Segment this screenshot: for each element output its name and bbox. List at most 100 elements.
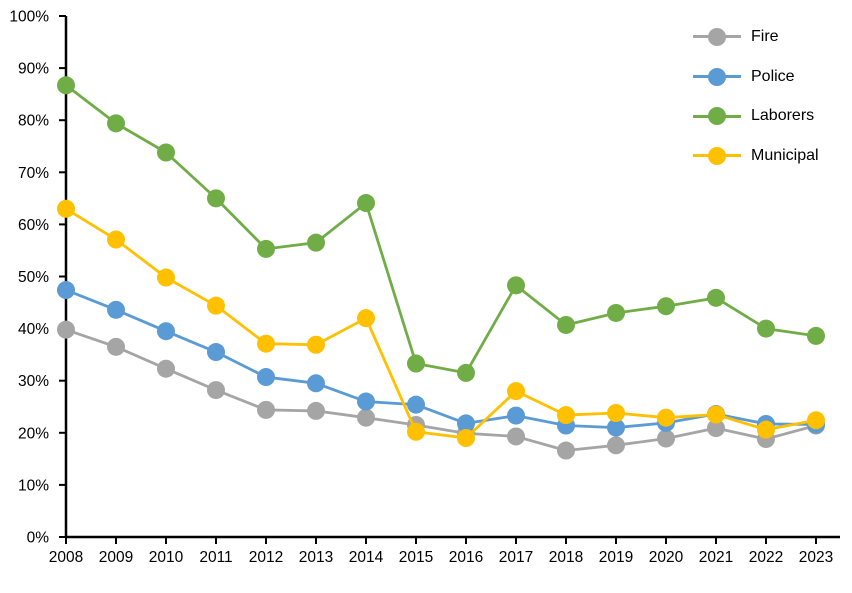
data-point-police-2014 <box>357 392 375 411</box>
x-axis-tick-label: 2021 <box>699 549 733 566</box>
x-axis-tick-label: 2018 <box>549 549 583 566</box>
data-point-municipal-2011 <box>207 296 225 315</box>
data-point-fire-2009 <box>107 337 125 356</box>
data-point-fire-2011 <box>207 381 225 400</box>
series-line-laborers <box>65 84 817 375</box>
x-axis-tick-label: 2013 <box>299 549 333 566</box>
legend-line-icon <box>693 146 741 165</box>
x-axis-tick-label: 2014 <box>349 549 384 566</box>
data-point-police-2017 <box>507 406 525 425</box>
data-point-fire-2014 <box>357 408 375 427</box>
legend-dot-icon <box>708 146 726 165</box>
data-point-municipal-2009 <box>107 230 125 249</box>
data-point-fire-2018 <box>557 441 575 460</box>
data-point-municipal-2015 <box>407 422 425 441</box>
legend-line-icon <box>693 27 741 46</box>
data-point-municipal-2022 <box>757 420 775 439</box>
x-axis-tick-label: 2012 <box>249 549 283 566</box>
legend-line-icon <box>693 107 741 126</box>
x-axis-tick-label: 2009 <box>99 549 133 566</box>
data-point-laborers-2011 <box>207 189 225 208</box>
y-axis-tick-label: 100% <box>9 9 49 26</box>
data-point-police-2015 <box>407 395 425 414</box>
data-point-laborers-2016 <box>457 363 475 382</box>
legend-label: Police <box>751 67 795 85</box>
data-point-municipal-2008 <box>57 199 75 218</box>
x-axis-tick-label: 2011 <box>199 549 232 566</box>
data-point-laborers-2014 <box>357 194 375 213</box>
x-axis-tick-label: 2017 <box>499 549 533 566</box>
data-point-municipal-2023 <box>807 411 825 430</box>
legend-entry-laborers: Laborers <box>693 96 819 136</box>
data-point-laborers-2010 <box>157 143 175 162</box>
y-axis-tick-label: 40% <box>18 321 49 338</box>
x-axis-tick-label: 2022 <box>749 549 783 566</box>
y-axis-tick-label: 0% <box>27 530 50 547</box>
series-line-municipal <box>65 207 817 440</box>
legend-label: Laborers <box>751 107 815 125</box>
data-point-municipal-2016 <box>457 429 475 448</box>
data-point-laborers-2021 <box>707 288 725 307</box>
data-point-police-2010 <box>157 322 175 341</box>
data-point-police-2009 <box>107 300 125 319</box>
series-line-police <box>65 288 817 429</box>
y-axis-tick-label: 30% <box>18 373 49 390</box>
y-axis-tick-label: 80% <box>18 113 49 130</box>
data-point-police-2016 <box>457 414 475 433</box>
x-axis-tick-label: 2010 <box>149 549 184 566</box>
legend-entry-municipal: Municipal <box>693 136 819 176</box>
data-point-municipal-2017 <box>507 382 525 401</box>
y-axis-tick-label: 90% <box>18 61 49 78</box>
data-point-laborers-2013 <box>307 233 325 252</box>
data-point-fire-2019 <box>607 436 625 455</box>
data-point-municipal-2021 <box>707 405 725 424</box>
y-axis-tick-label: 60% <box>18 217 49 234</box>
legend-line-icon <box>693 67 741 86</box>
data-point-police-2013 <box>307 374 325 393</box>
data-point-fire-2010 <box>157 359 175 378</box>
data-point-laborers-2009 <box>107 114 125 133</box>
data-point-police-2019 <box>607 418 625 437</box>
data-point-laborers-2015 <box>407 354 425 373</box>
legend-entry-police: Police <box>693 57 819 97</box>
y-axis-tick-label: 10% <box>18 477 49 494</box>
x-axis-tick-label: 2020 <box>649 549 684 566</box>
data-point-municipal-2019 <box>607 404 625 423</box>
x-axis-tick-label: 2016 <box>449 549 483 566</box>
y-axis-tick-label: 50% <box>18 269 49 286</box>
data-point-fire-2013 <box>307 401 325 420</box>
data-point-police-2012 <box>257 368 275 387</box>
data-point-laborers-2012 <box>257 239 275 258</box>
data-point-laborers-2023 <box>807 326 825 345</box>
chart-legend: Fire Police Laborers Municipal <box>693 17 819 176</box>
data-point-laborers-2022 <box>757 319 775 338</box>
y-axis-tick-label: 20% <box>18 425 49 442</box>
x-axis-tick-label: 2015 <box>399 549 433 566</box>
legend-dot-icon <box>708 27 726 46</box>
data-point-laborers-2019 <box>607 303 625 322</box>
legend-label: Municipal <box>751 146 819 164</box>
data-point-municipal-2013 <box>307 335 325 354</box>
data-point-police-2011 <box>207 343 225 362</box>
x-axis-tick-label: 2008 <box>49 549 83 566</box>
x-axis-tick-label: 2019 <box>599 549 633 566</box>
x-axis-tick-label: 2023 <box>799 549 833 566</box>
data-point-municipal-2012 <box>257 334 275 353</box>
legend-label: Fire <box>751 27 779 45</box>
data-point-fire-2021 <box>707 419 725 438</box>
data-point-fire-2008 <box>57 320 75 339</box>
series-line-fire <box>65 328 817 452</box>
data-point-police-2008 <box>57 281 75 300</box>
data-point-municipal-2014 <box>357 309 375 328</box>
data-point-laborers-2008 <box>57 76 75 95</box>
data-point-municipal-2020 <box>657 408 675 427</box>
data-point-municipal-2018 <box>557 406 575 425</box>
y-axis-tick-label: 70% <box>18 165 49 182</box>
data-point-fire-2017 <box>507 427 525 446</box>
data-point-laborers-2018 <box>557 315 575 334</box>
data-point-fire-2020 <box>657 429 675 448</box>
data-point-laborers-2020 <box>657 297 675 316</box>
data-point-fire-2012 <box>257 400 275 419</box>
